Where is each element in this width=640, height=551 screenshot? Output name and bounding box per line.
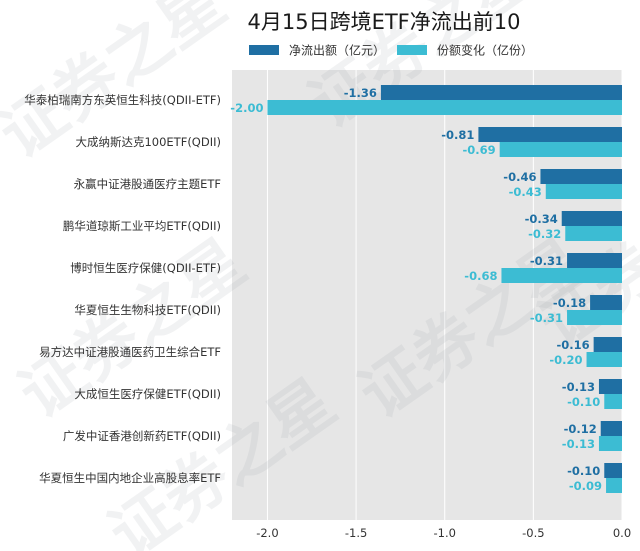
x-tick-label: -0.5 xyxy=(522,526,544,540)
bar-share-change xyxy=(606,478,622,493)
data-label-outflow: -0.10 xyxy=(567,464,600,478)
bar-outflow xyxy=(598,379,622,394)
bar-share-change xyxy=(604,394,622,409)
data-label-share-change: -0.09 xyxy=(569,479,602,493)
chart-title: 4月15日跨境ETF净流出前10 xyxy=(248,10,521,34)
data-label-outflow: -0.31 xyxy=(530,254,563,268)
bar-share-change xyxy=(598,436,622,451)
data-label-outflow: -0.34 xyxy=(525,212,558,226)
category-label: 博时恒生医疗保健(QDII-ETF) xyxy=(70,261,221,275)
category-label: 华夏恒生中国内地企业高股息率ETF xyxy=(39,471,221,485)
watermark-text: 证券之星 xyxy=(7,226,259,433)
data-label-outflow: -0.12 xyxy=(564,422,597,436)
bar-share-change xyxy=(586,352,622,367)
data-label-share-change: -0.31 xyxy=(530,311,563,325)
category-label: 华泰柏瑞南方东英恒生科技(QDII-ETF) xyxy=(24,93,221,107)
data-label-share-change: -0.13 xyxy=(562,437,595,451)
bar-outflow xyxy=(561,211,622,226)
data-label-outflow: -0.16 xyxy=(556,338,589,352)
bar-share-change xyxy=(545,184,622,199)
data-label-share-change: -0.69 xyxy=(463,143,496,157)
x-tick-label: -1.5 xyxy=(345,526,367,540)
category-label: 华夏恒生生物科技ETF(QDII) xyxy=(74,303,221,317)
bar-share-change xyxy=(267,100,622,115)
data-label-outflow: -0.13 xyxy=(562,380,595,394)
x-tick-labels: -2.0 -1.5 -1.0 -0.5 0.0 xyxy=(256,526,631,540)
bar-outflow xyxy=(593,337,622,352)
bar-outflow xyxy=(567,253,622,268)
bar-share-change xyxy=(567,310,622,325)
category-label: 永赢中证港股通医疗主题ETF xyxy=(74,177,221,191)
legend-swatch-outflow xyxy=(249,45,279,55)
data-label-outflow: -0.46 xyxy=(503,170,536,184)
data-label-outflow: -1.36 xyxy=(344,86,377,100)
legend-label-outflow: 净流出额（亿元） xyxy=(289,43,385,58)
data-label-share-change: -0.20 xyxy=(549,353,582,367)
bar-share-change xyxy=(565,226,622,241)
bar-outflow xyxy=(590,295,622,310)
bars: -1.36 -2.00 -0.81-0.69 -0.46-0.43 -0.34-0.32… xyxy=(230,85,622,493)
data-label-share-change: -0.68 xyxy=(464,269,497,283)
legend-label-share-change: 份额变化（亿份） xyxy=(437,43,533,58)
bar-outflow xyxy=(604,463,622,478)
bar-share-change xyxy=(501,268,622,283)
data-label-share-change: -2.00 xyxy=(230,101,263,115)
bar-outflow xyxy=(540,169,622,184)
legend-swatch-share-change xyxy=(397,45,427,55)
bar-outflow xyxy=(600,421,622,436)
data-label-share-change: -0.32 xyxy=(528,227,561,241)
category-label: 鹏华道琼斯工业平均ETF(QDII) xyxy=(63,219,221,233)
x-tick-label: 0.0 xyxy=(613,526,631,540)
x-tick-label: -1.0 xyxy=(434,526,456,540)
category-label: 易方达中证港股通医药卫生综合ETF xyxy=(39,345,221,359)
data-label-outflow: -0.18 xyxy=(553,296,586,310)
category-label: 大成恒生医疗保健ETF(QDII) xyxy=(74,387,221,401)
bar-outflow xyxy=(478,127,622,142)
legend: 净流出额（亿元） 份额变化（亿份） xyxy=(249,43,533,58)
category-label: 广发中证香港创新药ETF(QDII) xyxy=(63,429,221,443)
data-label-outflow: -0.81 xyxy=(441,128,474,142)
bar-share-change xyxy=(499,142,622,157)
category-label: 大成纳斯达克100ETF(QDII) xyxy=(75,135,221,149)
data-label-share-change: -0.43 xyxy=(509,185,542,199)
bar-outflow xyxy=(380,85,622,100)
data-label-share-change: -0.10 xyxy=(567,395,600,409)
category-labels: 华泰柏瑞南方东英恒生科技(QDII-ETF) 大成纳斯达克100ETF(QDII)… xyxy=(24,93,221,485)
x-tick-label: -2.0 xyxy=(256,526,278,540)
